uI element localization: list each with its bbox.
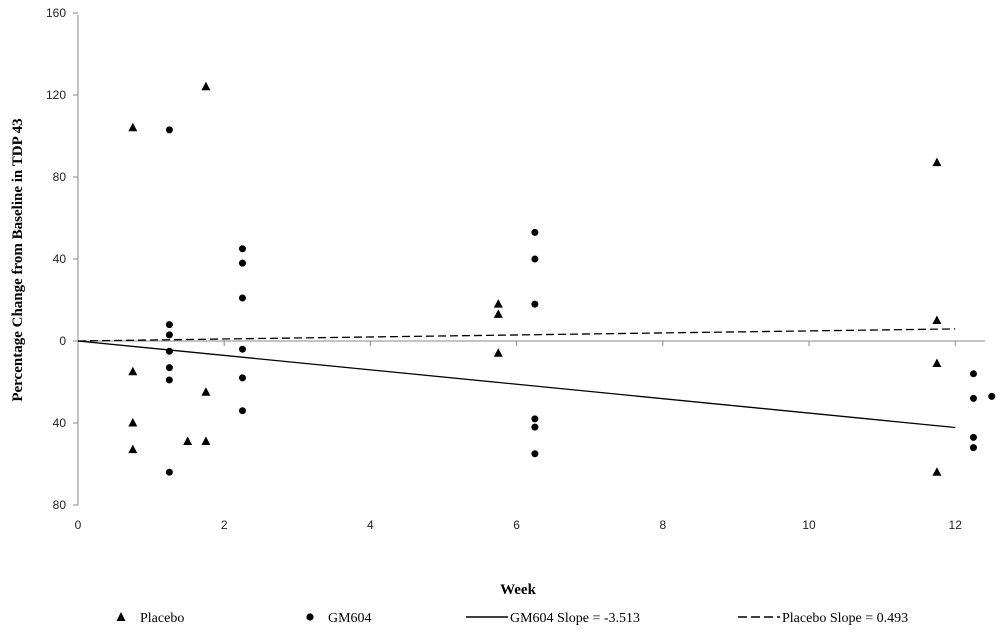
gm604-point [238,259,246,267]
y-tick-label: 120 [46,88,66,102]
gm604-point [165,331,173,339]
gm604-point [531,255,539,263]
data-points [128,81,996,476]
gm604-point [531,300,539,308]
gm604-slope-line [77,340,956,429]
legend: Placebo GM604 GM604 Slope = -3.513 Place… [116,611,908,626]
x-tick-label: 10 [802,518,816,532]
placebo-point [128,366,138,376]
placebo-point [183,436,193,445]
gm604-point [531,423,539,431]
gm604-point [988,392,996,400]
placebo-point [128,418,138,427]
x-tick-label: 2 [221,518,228,532]
placebo-point [932,315,942,324]
placebo-point [128,122,138,132]
placebo-point [201,387,211,396]
gm604-point [165,364,173,372]
x-axis: 0 2 4 6 8 10 12 [75,340,985,532]
x-tick-label: 12 [949,518,963,532]
trend-lines [77,328,956,429]
legend-placebo-slope-label: Placebo Slope = 0.493 [782,611,908,626]
placebo-point [493,309,503,318]
placebo-point [493,348,503,357]
gm604-point [969,370,977,378]
y-axis-title: Percentage Change from Baseline in TDP 4… [10,118,26,401]
legend-gm604-marker [306,613,314,621]
y-tick-label: 80 [53,498,67,512]
gm604-point [165,376,173,384]
gm604-point [531,415,539,423]
y-tick-label: 80 [53,170,67,184]
gm604-point [165,347,173,355]
gm604-point [969,444,977,452]
y-axis: 160 120 80 40 0 40 80 [46,6,79,512]
y-tick-label: 0 [59,334,66,348]
x-tick-label: 4 [367,518,374,532]
x-axis-title: Week [500,582,536,598]
legend-placebo-label: Placebo [140,611,184,626]
gm604-point [969,433,977,441]
gm604-point [165,126,173,134]
placebo-point [201,436,211,445]
gm604-point [238,245,246,253]
x-tick-label: 6 [513,518,520,532]
legend-gm604-slope-label: GM604 Slope = -3.513 [510,611,640,626]
gm604-point [531,450,539,458]
placebo-point [201,81,211,91]
placebo-point [128,444,138,454]
x-tick-label: 8 [659,518,666,532]
gm604-point [969,394,977,402]
gm604-point [531,228,539,236]
gm604-point [238,294,246,302]
placebo-slope-line [77,328,956,342]
gm604-point [165,468,173,476]
y-tick-label: 40 [53,252,67,266]
y-tick-label: 40 [53,416,67,430]
placebo-point [932,157,942,167]
y-tick-label: 160 [46,6,66,20]
gm604-point [238,374,246,382]
legend-gm604-label: GM604 [328,611,372,626]
x-tick-label: 0 [75,518,82,532]
placebo-point [932,358,942,368]
gm604-point [238,345,246,353]
placebo-point [493,299,503,308]
legend-placebo-marker [116,612,126,621]
gm604-point [165,321,173,329]
placebo-point [932,467,942,476]
gm604-point [238,407,246,415]
